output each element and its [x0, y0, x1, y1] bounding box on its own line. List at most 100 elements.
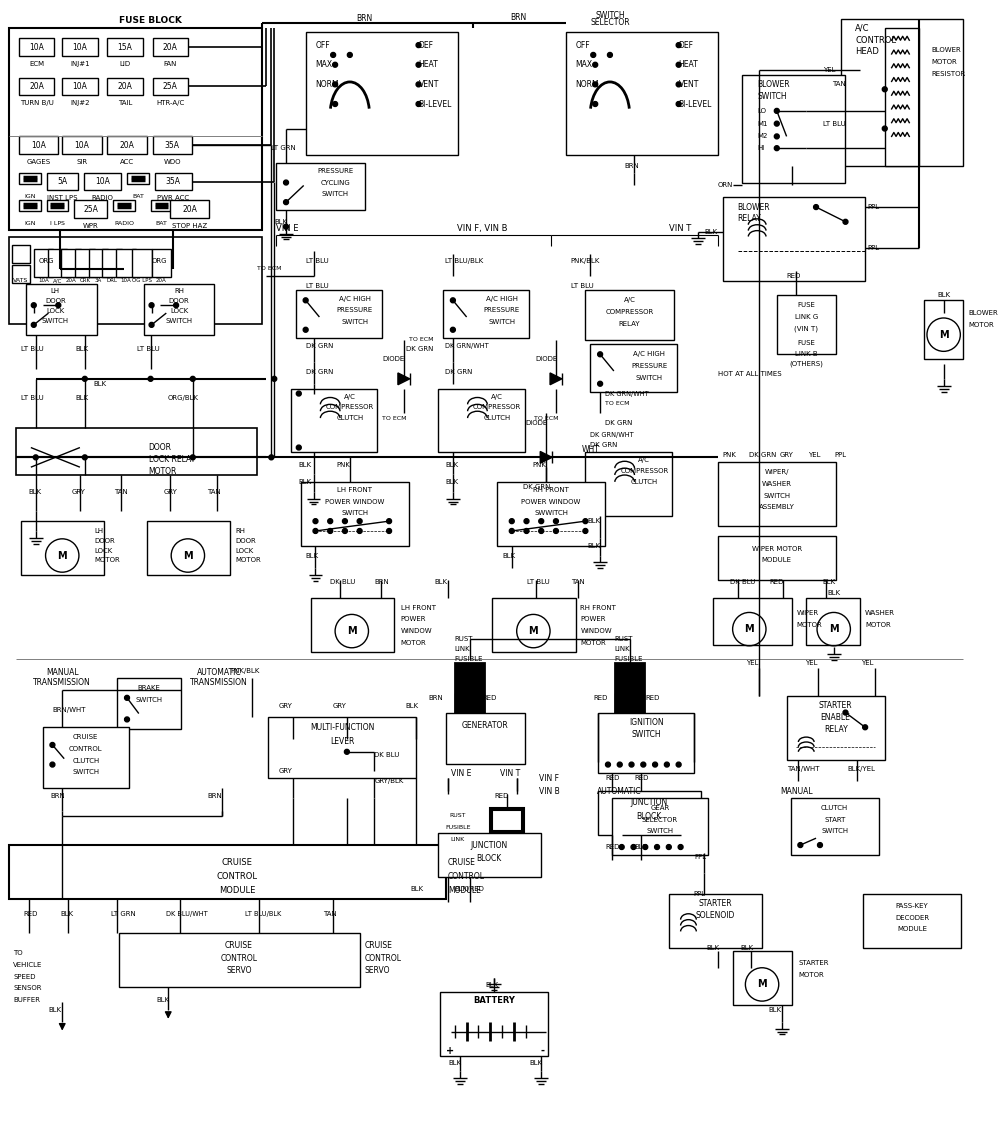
- Text: 20A: 20A: [29, 81, 44, 90]
- Text: RED: RED: [645, 695, 660, 701]
- Text: OG LPS: OG LPS: [132, 278, 152, 284]
- Circle shape: [583, 529, 588, 533]
- Text: HTR-A/C: HTR-A/C: [156, 101, 184, 106]
- Text: PPL: PPL: [835, 452, 847, 459]
- Circle shape: [333, 102, 338, 106]
- Text: BRN: BRN: [374, 579, 389, 585]
- Text: M: M: [529, 626, 538, 636]
- Text: VIN E: VIN E: [451, 768, 471, 777]
- Text: CLUTCH: CLUTCH: [821, 805, 848, 810]
- Circle shape: [344, 749, 349, 754]
- Bar: [615, 663, 644, 714]
- Text: DOOR: DOOR: [169, 298, 189, 304]
- Text: DIODE: DIODE: [525, 420, 547, 426]
- Text: LT BLU: LT BLU: [571, 282, 593, 288]
- Bar: [276, 163, 365, 210]
- Text: BI-LEVEL: BI-LEVEL: [419, 99, 452, 108]
- Text: LOCK: LOCK: [46, 308, 64, 314]
- Text: IGNITION: IGNITION: [629, 718, 664, 727]
- Text: GRY/BLK: GRY/BLK: [374, 779, 404, 784]
- Circle shape: [33, 455, 38, 460]
- Text: TAN: TAN: [208, 488, 221, 495]
- Circle shape: [882, 87, 887, 92]
- Bar: [153, 78, 188, 95]
- Text: RED: RED: [23, 911, 37, 916]
- Bar: [144, 284, 214, 334]
- Text: SELECTOR: SELECTOR: [590, 18, 630, 27]
- Text: ACC: ACC: [120, 159, 134, 165]
- Text: MODULE: MODULE: [219, 886, 255, 895]
- Text: LT BLU/BLK: LT BLU/BLK: [245, 911, 281, 916]
- Text: BLOWER: BLOWER: [738, 202, 770, 211]
- Text: TO ECM: TO ECM: [534, 416, 558, 420]
- Text: BI-LEVEL: BI-LEVEL: [679, 99, 712, 108]
- Circle shape: [357, 529, 362, 533]
- Text: STARTER: STARTER: [819, 702, 852, 710]
- Text: CLUTCH: CLUTCH: [336, 415, 363, 421]
- Text: POWER: POWER: [401, 616, 426, 623]
- Text: BLOWER: BLOWER: [932, 47, 962, 53]
- Text: LH: LH: [51, 288, 60, 295]
- Text: OFF: OFF: [315, 41, 330, 50]
- Bar: [863, 894, 961, 948]
- Bar: [306, 33, 458, 155]
- Text: GRY: GRY: [333, 703, 347, 709]
- Text: DK BLU: DK BLU: [330, 579, 356, 585]
- Bar: [490, 808, 524, 833]
- Text: JUNCTION: JUNCTION: [631, 799, 668, 807]
- Bar: [84, 173, 121, 190]
- Bar: [777, 295, 836, 355]
- Text: BAT: BAT: [132, 193, 144, 199]
- Text: CONTROL: CONTROL: [365, 955, 402, 964]
- Circle shape: [328, 519, 333, 523]
- Circle shape: [676, 102, 681, 106]
- Circle shape: [148, 376, 153, 381]
- Text: MODULE: MODULE: [897, 927, 927, 932]
- Text: BLK: BLK: [49, 1007, 62, 1012]
- Text: PRESSURE: PRESSURE: [337, 307, 373, 313]
- Circle shape: [664, 762, 669, 767]
- Text: BRN: BRN: [625, 163, 639, 168]
- Text: PASS-KEY: PASS-KEY: [896, 903, 929, 909]
- Text: MULTI-FUNCTION: MULTI-FUNCTION: [310, 723, 374, 732]
- Bar: [492, 598, 576, 652]
- Circle shape: [333, 62, 338, 67]
- Bar: [132, 250, 152, 277]
- Bar: [107, 137, 147, 154]
- Text: DK GRN: DK GRN: [306, 370, 333, 375]
- Text: DECODER: DECODER: [895, 914, 929, 921]
- Text: LOCK: LOCK: [235, 548, 253, 554]
- Text: PRESSURE: PRESSURE: [484, 307, 520, 313]
- Bar: [102, 250, 122, 277]
- Text: RED: RED: [634, 775, 649, 781]
- Bar: [48, 250, 67, 277]
- Text: VIN T: VIN T: [500, 768, 520, 777]
- Bar: [438, 833, 541, 878]
- Text: VENT: VENT: [679, 80, 699, 89]
- Text: RED: RED: [787, 272, 801, 279]
- Circle shape: [774, 146, 779, 150]
- Text: YEL: YEL: [823, 67, 836, 72]
- Bar: [497, 481, 605, 546]
- Text: RADIO: RADIO: [114, 221, 134, 226]
- Text: NORM: NORM: [315, 80, 339, 89]
- Text: SWITCH: SWITCH: [631, 730, 661, 739]
- Text: LINK B: LINK B: [795, 351, 818, 357]
- Bar: [446, 713, 525, 764]
- Bar: [152, 250, 171, 277]
- Text: BLK: BLK: [741, 945, 754, 951]
- Text: YEL: YEL: [808, 452, 820, 459]
- Text: DK GRN: DK GRN: [605, 420, 632, 426]
- Text: I LPS: I LPS: [50, 221, 65, 226]
- Bar: [19, 173, 41, 183]
- Text: FUSIBLE: FUSIBLE: [445, 825, 471, 829]
- Text: COMPRESSOR: COMPRESSOR: [620, 468, 668, 475]
- Text: SWITCH: SWITCH: [42, 318, 69, 324]
- Text: DK GRN: DK GRN: [523, 484, 550, 489]
- Bar: [116, 250, 136, 277]
- Bar: [26, 284, 97, 334]
- Text: AUTOMATIC: AUTOMATIC: [197, 668, 242, 677]
- Bar: [62, 78, 98, 95]
- Text: GRY: GRY: [279, 768, 293, 774]
- Circle shape: [653, 762, 658, 767]
